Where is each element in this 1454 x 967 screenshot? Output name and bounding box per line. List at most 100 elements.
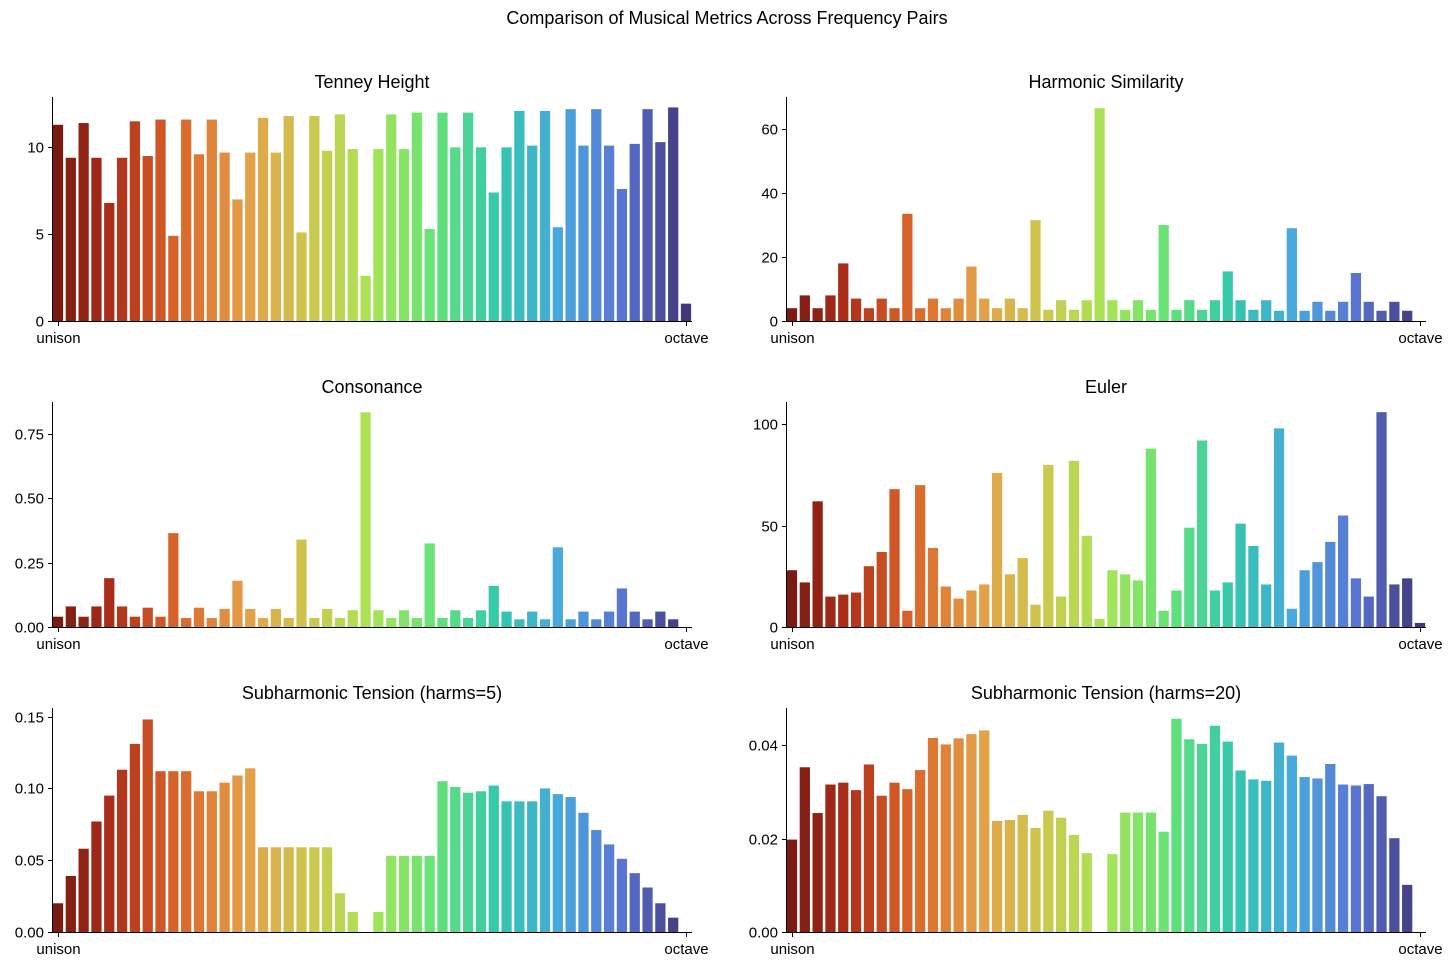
bar [424,228,435,321]
bar [1197,309,1208,321]
y-tick-label: 0 [770,620,778,637]
bar [65,606,76,627]
bar [1068,834,1080,932]
bar [876,552,887,627]
bar [991,308,1003,321]
bar [1068,460,1080,627]
bar [680,303,692,321]
bar [219,152,230,321]
bar [668,107,679,321]
bar [488,785,499,932]
bar [283,847,294,932]
y-tick-label: 0.50 [15,491,44,508]
bar [1325,541,1336,627]
bar [1145,448,1156,627]
panel-title: Subharmonic Tension (harms=5) [242,683,502,703]
bar [488,585,499,627]
bar [655,903,666,932]
bar [1402,884,1413,932]
bar [1030,827,1041,932]
bar [334,618,346,627]
bar [347,149,358,321]
bar [1107,570,1118,627]
panel-title: Euler [1085,377,1127,397]
bar [206,618,217,627]
bar [991,472,1003,627]
bar [232,199,243,321]
bar [1286,755,1297,932]
bar [347,610,358,627]
bar [603,145,615,321]
x-tick-label: unison [770,330,814,347]
bar [450,610,461,627]
bar [1158,831,1169,932]
bar [1248,309,1259,321]
bar [129,743,141,932]
figure-title: Comparison of Musical Metrics Across Fre… [506,8,947,28]
y-tick-label: 0.00 [15,925,44,942]
bar [1107,854,1118,932]
bar [1145,812,1156,932]
bar [168,771,179,932]
bar [539,619,551,627]
bar [245,609,256,627]
bar [514,619,525,627]
bar [527,145,538,321]
bar [283,618,294,627]
bar [52,616,64,627]
bar [1389,584,1400,627]
bar [966,266,977,321]
bar [915,308,926,321]
x-tick-label: octave [1398,330,1442,347]
y-tick-label: 0 [770,314,778,331]
bar [850,592,862,627]
bar [398,855,410,932]
panel-title: Consonance [321,377,422,397]
bar [1376,796,1387,932]
bar [463,792,474,932]
bar [850,790,862,932]
bar [927,737,939,932]
bar [296,232,307,321]
bar [1184,300,1195,321]
bar [411,112,422,321]
bar [463,618,474,627]
bar [966,590,977,627]
bar [902,213,913,321]
bar [1132,580,1144,627]
bar [1171,590,1182,627]
bar [1261,584,1272,627]
bar [642,109,653,321]
bar [129,616,141,627]
bar [1197,743,1208,932]
y-tick-label: 0.75 [15,427,44,444]
axis-spines [786,708,1426,933]
bar [450,147,461,321]
bar [1337,515,1349,627]
bar [953,598,964,627]
bar [1235,523,1246,627]
bar [322,847,333,932]
bar [591,830,602,932]
bar [1056,300,1067,321]
bar [257,618,269,627]
bar [309,618,320,627]
bar [1145,309,1156,321]
y-tick-label: 0.00 [749,925,778,942]
bar [1222,271,1233,321]
bar [424,543,435,627]
bar [565,797,576,932]
bar [876,298,887,321]
bar [1209,725,1221,932]
bar [940,308,951,321]
y-tick-label: 20 [761,250,778,267]
bar [1030,604,1041,627]
bar [475,147,487,321]
bar [539,110,551,321]
bar [578,145,589,321]
bar [450,786,461,932]
bar [347,911,358,932]
bar [825,784,836,932]
bar [1235,770,1246,932]
bar [270,152,281,321]
